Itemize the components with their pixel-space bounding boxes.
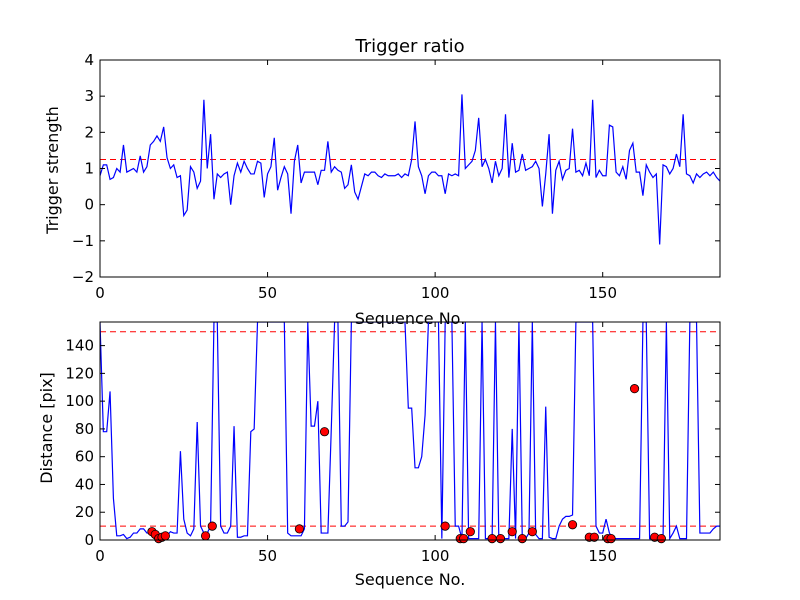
data-point [507,527,517,537]
chart-title: Trigger ratio [354,36,464,57]
y-axis-label: Distance [pix] [37,372,56,484]
x-tick-label: 0 [95,547,105,565]
data-point [606,534,616,544]
series-line-0 [100,322,720,540]
data-point [207,521,217,531]
y-tick-label: 40 [75,475,94,493]
data-point [459,534,469,544]
y-tick-label: 3 [84,87,94,105]
data-point [465,527,475,537]
y-tick-label: 100 [65,392,94,410]
x-tick-label: 100 [421,284,450,302]
plot-area [100,94,720,245]
series-line-0 [100,94,720,245]
y-tick-label: 20 [75,503,94,521]
data-point [567,520,578,530]
y-tick-label: 120 [65,364,94,382]
data-point [487,534,497,544]
data-point [589,532,599,542]
y-tick-label: −2 [72,268,94,286]
distance-chart: Distance [pix] Sequence No. 0 50 100 150 140… [37,321,721,589]
y-tick-label: 1 [84,160,94,178]
trigger-ratio-chart: Trigger ratio Trigger strength Sequence … [43,36,721,328]
plot-area [100,322,720,540]
data-point [200,531,211,541]
data-point [517,534,527,544]
y-tick-label: −1 [72,232,94,250]
y-tick-label: 60 [75,448,94,466]
data-point [294,524,305,534]
y-tick-label: 0 [84,531,94,549]
axes-frame [99,321,721,541]
y-tick-label: 80 [75,420,94,438]
x-tick-label: 150 [588,284,617,302]
data-point [440,521,450,531]
y-tick-label: 4 [84,51,94,69]
data-point [319,427,330,437]
x-tick-label: 150 [588,547,617,565]
x-tick-label: 50 [258,284,277,302]
x-axis-label: Sequence No. [355,309,466,328]
x-tick-label: 50 [258,547,277,565]
x-axis-label: Sequence No. [355,570,466,589]
y-tick-label: 140 [65,337,94,355]
data-point [629,384,640,394]
y-axis-label: Trigger strength [43,106,62,235]
x-tick-label: 100 [421,547,450,565]
y-tick-label: 2 [84,123,94,141]
y-tick-label: 0 [84,196,94,214]
data-point [656,534,666,544]
x-tick-label: 0 [95,284,105,302]
data-point [160,531,170,541]
data-point [527,527,537,537]
data-point [495,534,506,544]
